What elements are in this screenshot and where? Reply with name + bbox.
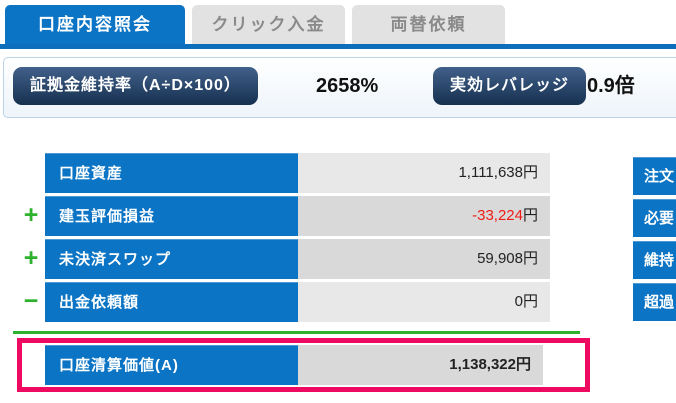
minus-operator-icon: − (23, 287, 39, 315)
side-table-row-order-margin: 注文 (633, 157, 676, 195)
plus-operator-icon: + (23, 244, 39, 272)
row-value: 0円 (298, 282, 550, 322)
amount: 1,111,638 (458, 164, 523, 181)
effective-leverage-value: 0.9倍 (587, 75, 635, 97)
side-table-row-maintenance-margin: 維持 (633, 241, 676, 279)
tab-account-inquiry[interactable]: 口座内容照会 (5, 5, 185, 44)
table-row-account-assets: 口座資産 1,111,638円 (0, 153, 676, 193)
total-row-label: 口座清算価値(A) (45, 345, 298, 385)
row-value: 1,111,638円 (298, 153, 550, 193)
unit: 円 (522, 207, 538, 224)
tab-click-deposit[interactable]: クリック入金 (192, 5, 345, 44)
effective-leverage-badge: 実効レバレッジ (433, 67, 587, 105)
margin-ratio-badge: 証拠金維持率（A÷D×100） (13, 67, 258, 105)
amount: 1,138,322 (449, 356, 516, 373)
margin-summary-bar: 証拠金維持率（A÷D×100） 2658% 実効レバレッジ 0.9倍 (3, 57, 676, 118)
table-row-unsettled-swap: + 未決済スワップ 59,908円 (0, 239, 676, 279)
margin-ratio-value: 2658% (316, 75, 379, 97)
unit: 円 (522, 293, 538, 310)
row-label: 口座資産 (45, 153, 298, 193)
amount: 59,908 (477, 250, 523, 267)
row-label: 未決済スワップ (45, 239, 298, 279)
table-row-open-position-pl: + 建玉評価損益 -33,224円 (0, 196, 676, 236)
row-value: -33,224円 (298, 196, 550, 236)
unit: 円 (515, 356, 531, 373)
tab-currency-exchange-request[interactable]: 両替依頼 (352, 5, 505, 44)
side-table-row-excess: 超過 (633, 283, 676, 321)
account-liquidation-value-highlight: 口座清算価値(A) 1,138,322円 (17, 338, 590, 392)
plus-operator-icon: + (23, 201, 39, 229)
side-table-row-required-margin: 必要 (633, 199, 676, 237)
amount: 0 (514, 293, 523, 310)
row-label: 建玉評価損益 (45, 196, 298, 236)
row-value: 59,908円 (298, 239, 550, 279)
green-separator-line (13, 331, 580, 334)
unit: 円 (522, 250, 538, 267)
total-row-value: 1,138,322円 (298, 345, 543, 385)
unit: 円 (522, 164, 538, 181)
row-label: 出金依頼額 (45, 282, 298, 322)
table-row-withdrawal-request: − 出金依頼額 0円 (0, 282, 676, 322)
amount-negative: -33,224 (472, 207, 523, 224)
tab-underline (0, 44, 676, 49)
